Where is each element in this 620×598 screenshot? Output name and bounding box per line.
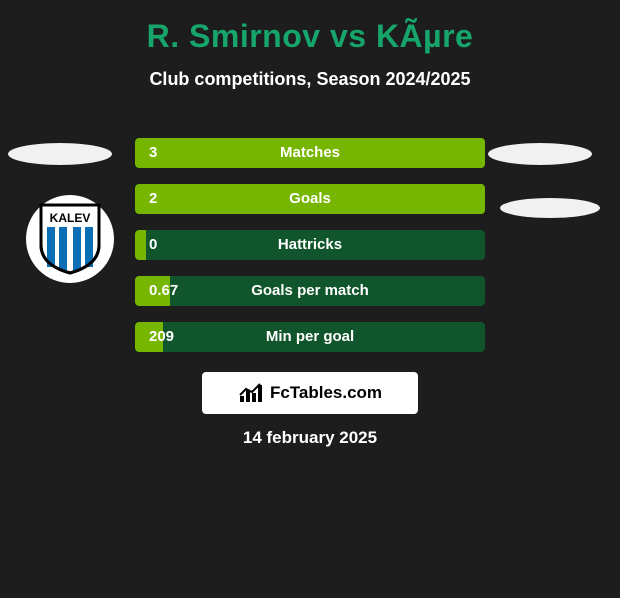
player-1-name: R. Smirnov [147, 18, 321, 54]
decorative-ellipse-right-2 [500, 198, 600, 218]
vs-separator: vs [330, 18, 367, 54]
stat-bars: 3Matches 2Goals 0Hattricks 0.67Goals per ma… [135, 138, 485, 368]
site-logo-text: FcTables.com [270, 383, 382, 403]
decorative-ellipse-right-1 [488, 143, 592, 165]
stat-label: Min per goal [135, 322, 485, 352]
stat-row: 0Hattricks [135, 230, 485, 260]
site-logo-badge: FcTables.com [202, 372, 418, 414]
stat-label: Goals per match [135, 276, 485, 306]
stat-row: 0.67Goals per match [135, 276, 485, 306]
club-shield-icon: KALEV [39, 203, 101, 275]
player-2-name: KÃµre [376, 18, 473, 54]
club-badge: KALEV [26, 195, 114, 283]
stat-row: 2Goals [135, 184, 485, 214]
bar-chart-icon [238, 382, 264, 404]
subtitle: Club competitions, Season 2024/2025 [0, 69, 620, 90]
stat-label: Hattricks [135, 230, 485, 260]
stat-label: Goals [135, 184, 485, 214]
page-title: R. Smirnov vs KÃµre [0, 18, 620, 55]
decorative-ellipse-left [8, 143, 112, 165]
stat-row: 209Min per goal [135, 322, 485, 352]
stat-label: Matches [135, 138, 485, 168]
date-text: 14 february 2025 [0, 428, 620, 448]
club-name-text: KALEV [50, 211, 91, 225]
stat-row: 3Matches [135, 138, 485, 168]
